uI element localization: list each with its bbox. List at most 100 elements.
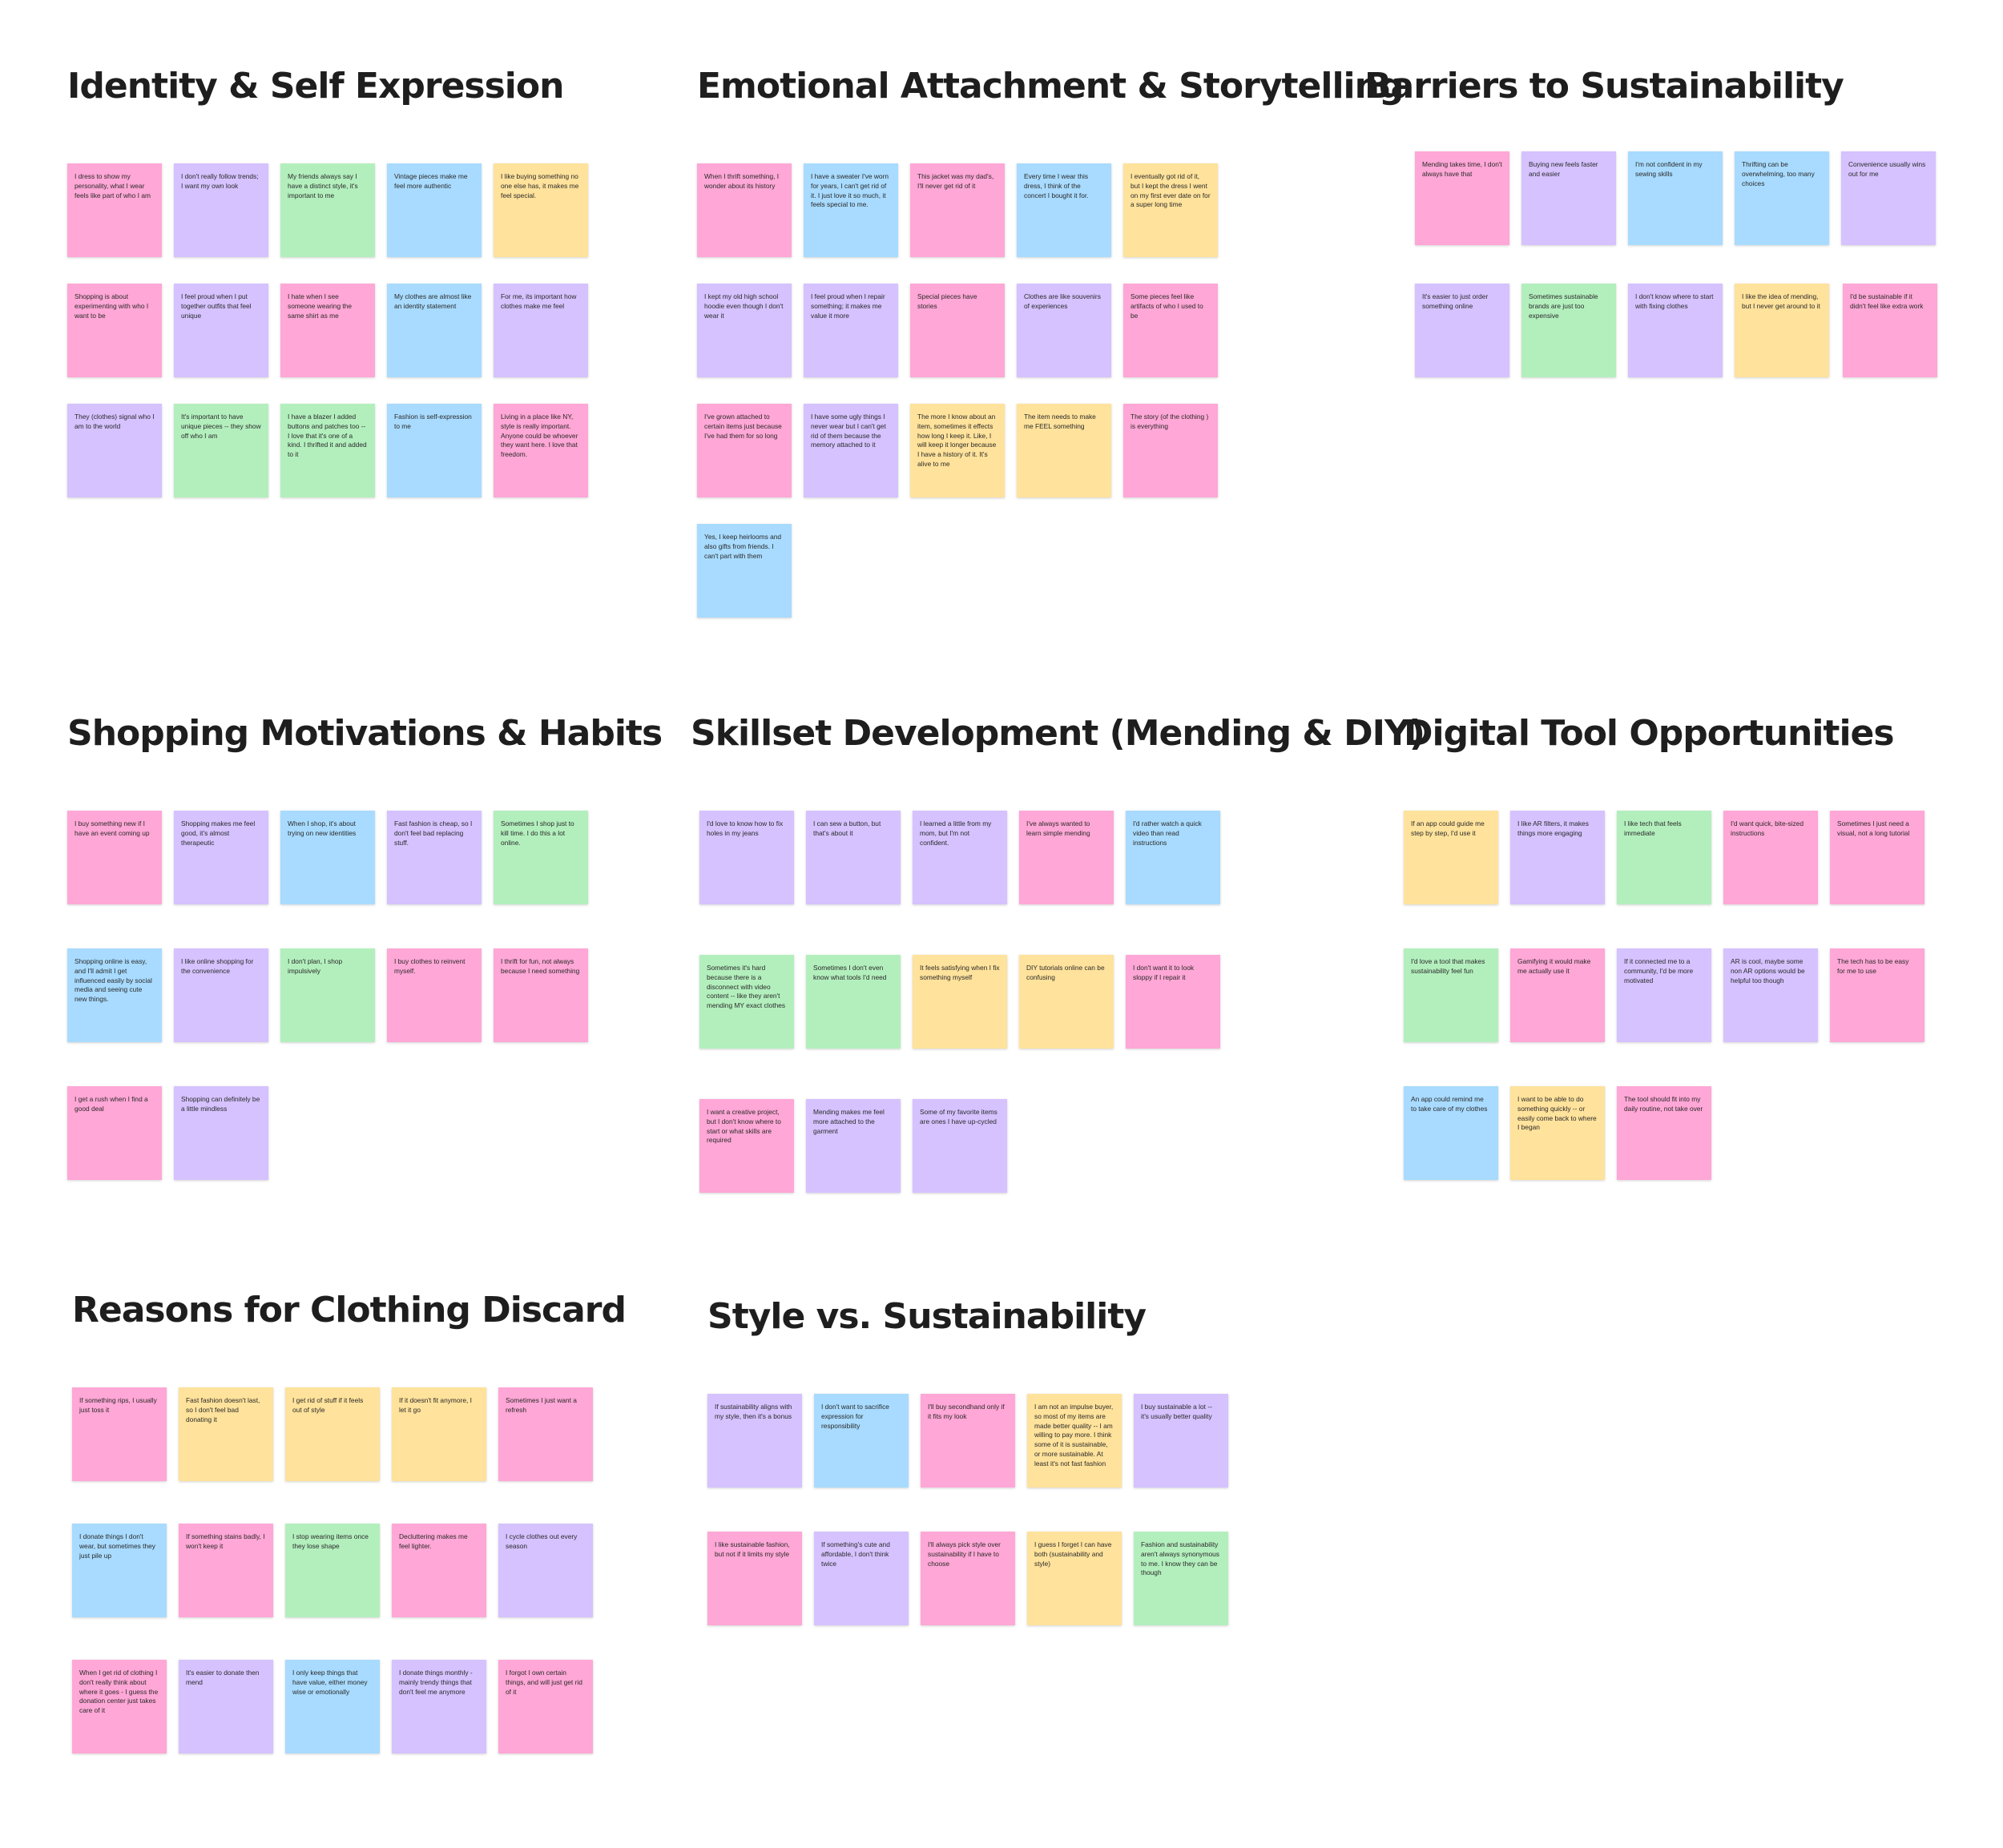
sticky-note[interactable]: For me, its important how clothes make m… (494, 284, 588, 377)
sticky-note[interactable]: Gamifying it would make me actually use … (1510, 948, 1605, 1042)
sticky-note[interactable]: Fast fashion doesn't last, so I don't fe… (179, 1387, 273, 1481)
sticky-note[interactable]: Convenience usually wins out for me (1841, 151, 1936, 245)
sticky-note[interactable]: Some of my favorite items are ones I hav… (913, 1099, 1007, 1193)
sticky-note[interactable]: I like AR filters, it makes things more … (1510, 811, 1605, 904)
sticky-note[interactable]: I'd love a tool that makes sustainabilit… (1404, 948, 1498, 1042)
sticky-note[interactable]: Sometimes I shop just to kill time. I do… (494, 811, 588, 904)
sticky-note[interactable]: Sometimes I don't even know what tools I… (806, 955, 901, 1049)
sticky-note[interactable]: If something stains badly, I won't keep … (179, 1524, 273, 1617)
sticky-note[interactable]: Thrifting can be overwhelming, too many … (1735, 151, 1829, 245)
sticky-note[interactable]: I guess I forget I can have both (sustai… (1027, 1532, 1122, 1625)
sticky-note[interactable]: I have a sweater I've worn for years, I … (804, 163, 898, 257)
sticky-note[interactable]: I like tech that feels immediate (1617, 811, 1711, 904)
sticky-note[interactable]: I forgot I own certain things, and will … (498, 1660, 593, 1753)
sticky-note[interactable]: Mending makes me feel more attached to t… (806, 1099, 901, 1193)
sticky-note[interactable]: Buying new feels faster and easier (1521, 151, 1616, 245)
sticky-note[interactable]: Shopping online is easy, and I'll admit … (67, 948, 162, 1042)
sticky-note[interactable]: I have a blazer I added buttons and patc… (280, 404, 375, 497)
sticky-note[interactable]: Decluttering makes me feel lighter. (392, 1524, 486, 1617)
sticky-note[interactable]: I don't really follow trends; I want my … (174, 163, 268, 257)
sticky-note[interactable]: Sometimes I just need a visual, not a lo… (1830, 811, 1924, 904)
sticky-note[interactable]: I am not an impulse buyer, so most of my… (1027, 1394, 1122, 1488)
sticky-note[interactable]: I buy clothes to reinvent myself. (387, 948, 482, 1042)
sticky-note[interactable]: I cycle clothes out every season (498, 1524, 593, 1617)
sticky-note[interactable]: I buy sustainable a lot -- it's usually … (1134, 1394, 1228, 1488)
sticky-note[interactable]: If it doesn't fit anymore, I let it go (392, 1387, 486, 1481)
sticky-note[interactable]: I eventually got rid of it, but I kept t… (1123, 163, 1218, 257)
sticky-note[interactable]: I feel proud when I put together outfits… (174, 284, 268, 377)
sticky-note[interactable]: I want a creative project, but I don't k… (699, 1099, 794, 1193)
sticky-note[interactable]: Fashion is self-expression to me (387, 404, 482, 497)
sticky-note[interactable]: If it connected me to a community, I'd b… (1617, 948, 1711, 1042)
sticky-note[interactable]: This jacket was my dad's, I'll never get… (910, 163, 1005, 257)
sticky-note[interactable]: It's important to have unique pieces -- … (174, 404, 268, 497)
sticky-note[interactable]: I get a rush when I find a good deal (67, 1086, 162, 1180)
sticky-note[interactable]: They (clothes) signal who I am to the wo… (67, 404, 162, 497)
sticky-note[interactable]: I like sustainable fashion, but not if i… (707, 1532, 802, 1625)
sticky-note[interactable]: I can sew a button, but that's about it (806, 811, 901, 904)
sticky-note[interactable]: Sometimes I just want a refresh (498, 1387, 593, 1481)
sticky-note[interactable]: My friends always say I have a distinct … (280, 163, 375, 257)
sticky-note[interactable]: I don't want to sacrifice expression for… (814, 1394, 909, 1488)
sticky-note[interactable]: If sustainability aligns with my style, … (707, 1394, 802, 1488)
sticky-note[interactable]: I've always wanted to learn simple mendi… (1019, 811, 1114, 904)
sticky-note[interactable]: Shopping is about experimenting with who… (67, 284, 162, 377)
sticky-note[interactable]: Fast fashion is cheap, so I don't feel b… (387, 811, 482, 904)
sticky-note[interactable]: I only keep things that have value, eith… (285, 1660, 380, 1753)
sticky-note[interactable]: I'd rather watch a quick video than read… (1126, 811, 1220, 904)
sticky-note[interactable]: The item needs to make me FEEL something (1017, 404, 1111, 497)
sticky-note[interactable]: I'll always pick style over sustainabili… (921, 1532, 1015, 1625)
sticky-note[interactable]: The story (of the clothing ) is everythi… (1123, 404, 1218, 497)
sticky-note[interactable]: I have some ugly things I never wear but… (804, 404, 898, 497)
sticky-note[interactable]: Shopping makes me feel good, it's almost… (174, 811, 268, 904)
sticky-note[interactable]: The tech has to be easy for me to use (1830, 948, 1924, 1042)
sticky-note[interactable]: Vintage pieces make me feel more authent… (387, 163, 482, 257)
sticky-note[interactable]: If something rips, I usually just toss i… (72, 1387, 167, 1481)
sticky-note[interactable]: Living in a place like NY, style is real… (494, 404, 588, 497)
sticky-note[interactable]: I'll buy secondhand only if it fits my l… (921, 1394, 1015, 1488)
sticky-note[interactable]: I hate when I see someone wearing the sa… (280, 284, 375, 377)
sticky-note[interactable]: I'd want quick, bite-sized instructions (1723, 811, 1818, 904)
sticky-note[interactable]: I've grown attached to certain items jus… (697, 404, 792, 497)
sticky-note[interactable]: Some pieces feel like artifacts of who I… (1123, 284, 1218, 377)
sticky-note[interactable]: Clothes are like souvenirs of experience… (1017, 284, 1111, 377)
sticky-note[interactable]: If something's cute and affordable, I do… (814, 1532, 909, 1625)
sticky-note[interactable]: If an app could guide me step by step, I… (1404, 811, 1498, 904)
sticky-note[interactable]: The tool should fit into my daily routin… (1617, 1086, 1711, 1180)
sticky-note[interactable]: It's easier to donate then mend (179, 1660, 273, 1753)
sticky-note[interactable]: I buy something new if I have an event c… (67, 811, 162, 904)
sticky-note[interactable]: I stop wearing items once they lose shap… (285, 1524, 380, 1617)
sticky-note[interactable]: I learned a little from my mom, but I'm … (913, 811, 1007, 904)
sticky-note[interactable]: I dress to show my personality, what I w… (67, 163, 162, 257)
sticky-note[interactable]: It feels satisfying when I fix something… (913, 955, 1007, 1049)
sticky-note[interactable]: Special pieces have stories (910, 284, 1005, 377)
sticky-note[interactable]: Shopping can definitely be a little mind… (174, 1086, 268, 1180)
sticky-note[interactable]: I like buying something no one else has,… (494, 163, 588, 257)
sticky-note[interactable]: Mending takes time, I don't always have … (1415, 151, 1509, 245)
sticky-note[interactable]: I donate things monthly - mainly trendy … (392, 1660, 486, 1753)
sticky-note[interactable]: I thrift for fun, not always because I n… (494, 948, 588, 1042)
sticky-note[interactable]: I don't want it to look sloppy if I repa… (1126, 955, 1220, 1049)
sticky-note[interactable]: Sometimes it's hard because there is a d… (699, 955, 794, 1049)
sticky-note[interactable]: I don't plan, I shop impulsively (280, 948, 375, 1042)
sticky-note[interactable]: When I get rid of clothing I don't reall… (72, 1660, 167, 1753)
sticky-note[interactable]: I kept my old high school hoodie even th… (697, 284, 792, 377)
sticky-note[interactable]: When I thrift something, I wonder about … (697, 163, 792, 257)
sticky-note[interactable]: Sometimes sustainable brands are just to… (1521, 284, 1616, 377)
sticky-note[interactable]: I feel proud when I repair something; it… (804, 284, 898, 377)
sticky-note[interactable]: Every time I wear this dress, I think of… (1017, 163, 1111, 257)
sticky-note[interactable]: I'd love to know how to fix holes in my … (699, 811, 794, 904)
sticky-note[interactable]: Fashion and sustainability aren't always… (1134, 1532, 1228, 1625)
sticky-note[interactable]: When I shop, it's about trying on new id… (280, 811, 375, 904)
sticky-note[interactable]: AR is cool, maybe some non AR options wo… (1723, 948, 1818, 1042)
sticky-note[interactable]: My clothes are almost like an identity s… (387, 284, 482, 377)
sticky-note[interactable]: An app could remind me to take care of m… (1404, 1086, 1498, 1180)
sticky-note[interactable]: I'd be sustainable if it didn't feel lik… (1843, 284, 1937, 377)
sticky-note[interactable]: The more I know about an item, sometimes… (910, 404, 1005, 497)
sticky-note[interactable]: I like the idea of mending, but I never … (1735, 284, 1829, 377)
sticky-note[interactable]: I'm not confident in my sewing skills (1628, 151, 1723, 245)
sticky-note[interactable]: I don't know where to start with fixing … (1628, 284, 1723, 377)
sticky-note[interactable]: DIY tutorials online can be confusing (1019, 955, 1114, 1049)
sticky-note[interactable]: It's easier to just order something onli… (1415, 284, 1509, 377)
sticky-note[interactable]: I like online shopping for the convenien… (174, 948, 268, 1042)
